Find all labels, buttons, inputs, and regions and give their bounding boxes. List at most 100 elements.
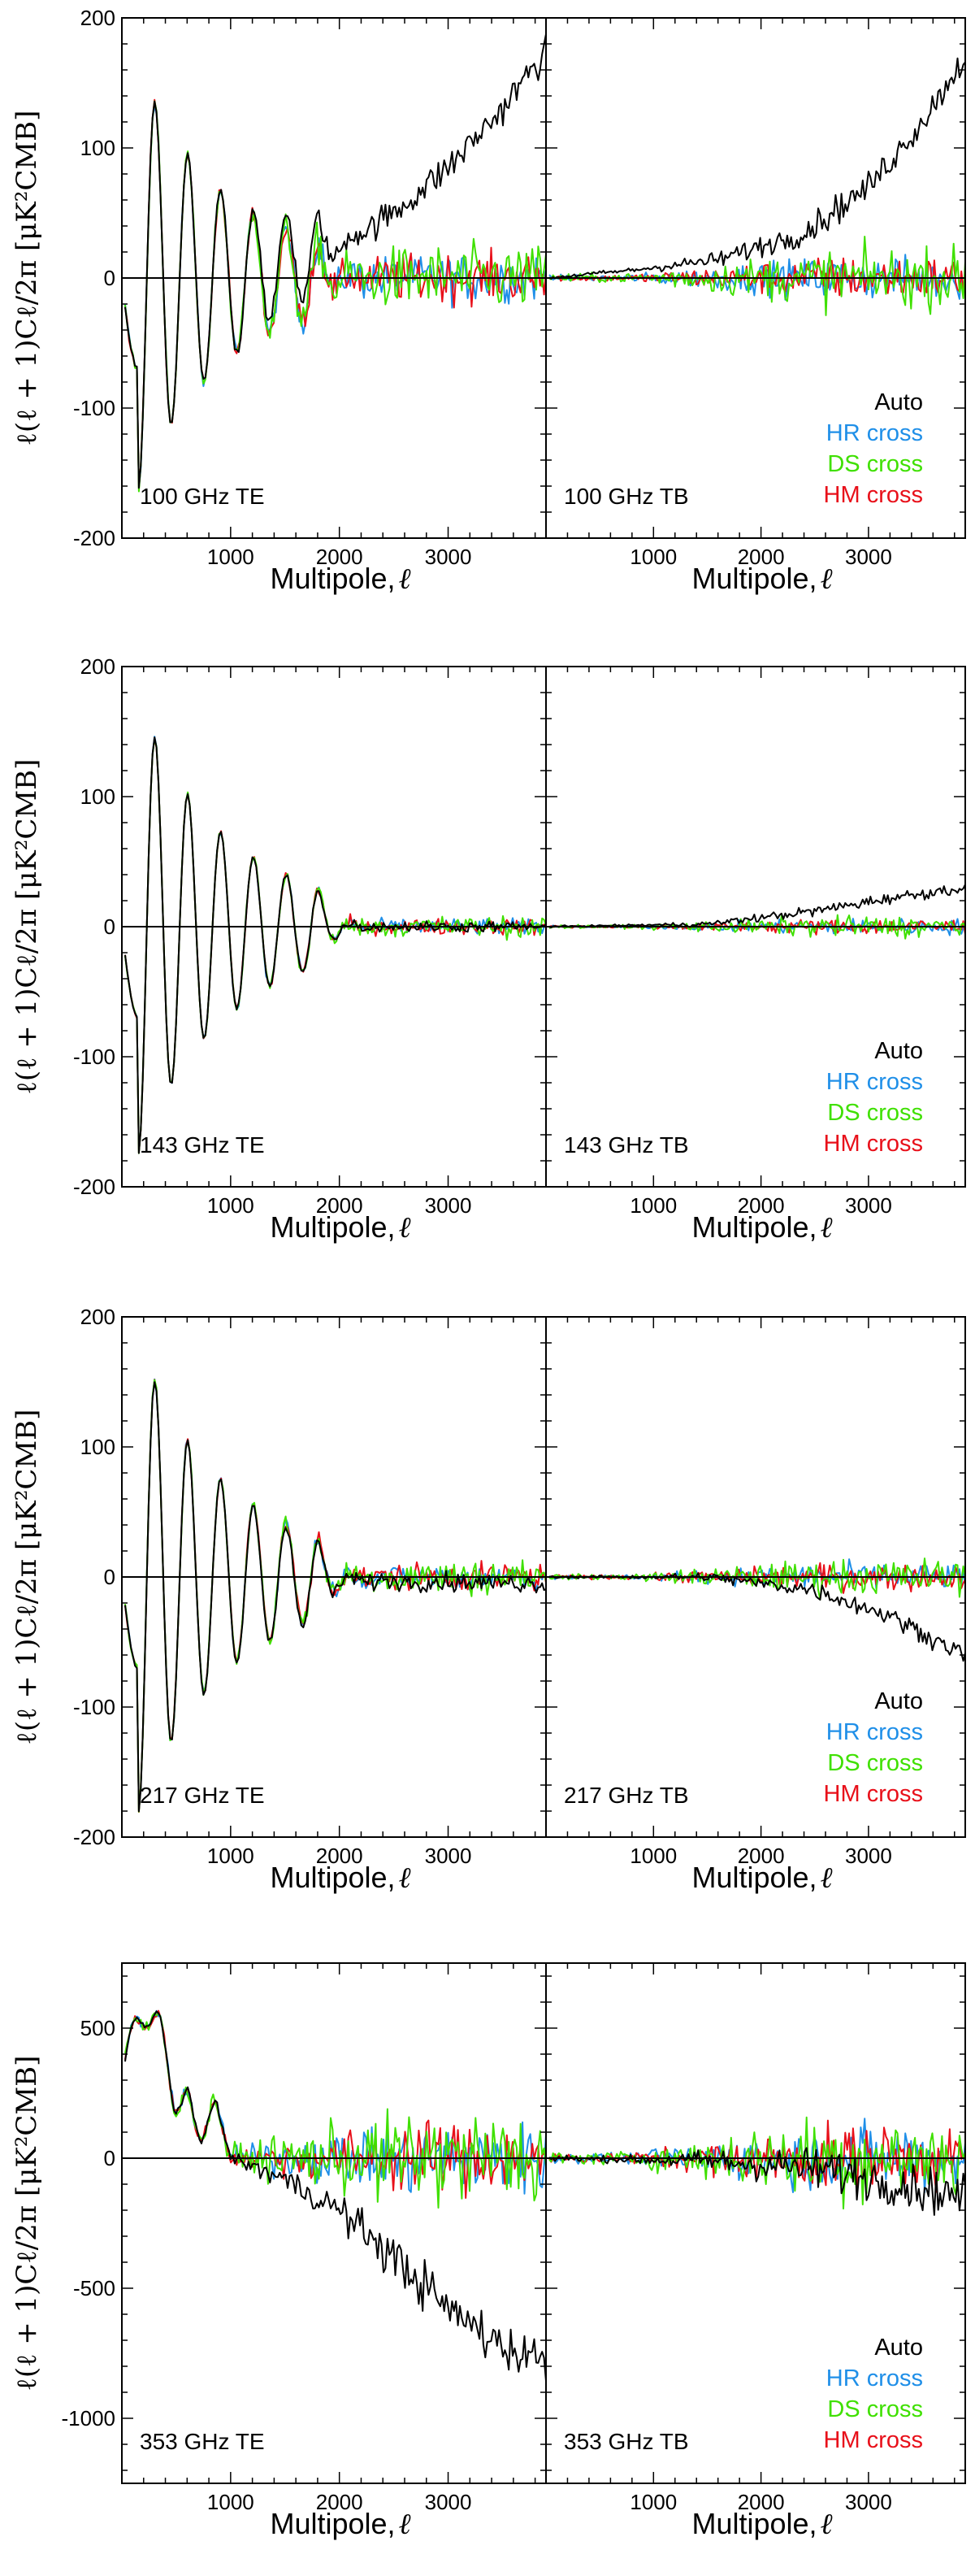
- panel-label: 217 GHz TE: [140, 1783, 265, 1808]
- legend-entry-ds-cross: DS cross: [827, 1750, 923, 1776]
- x-tick-label: 1000: [207, 545, 254, 569]
- legend: Auto HR cross DS cross HM cross: [824, 2335, 923, 2453]
- x-tick-label: 1000: [630, 545, 677, 569]
- y-tick-label: -200: [73, 1175, 115, 1199]
- y-tick-label: 0: [104, 1565, 115, 1589]
- panel-label: 100 GHz TB: [564, 484, 689, 509]
- y-tick-label: 500: [80, 2016, 115, 2040]
- x-tick-label: 3000: [425, 1193, 472, 1218]
- x-axis-label: Multipole, ℓ: [270, 562, 410, 596]
- plot-area: [124, 2009, 546, 2382]
- y-axis-label: ℓ(ℓ + 1)Cℓ/2π [μK²CMB]: [11, 1410, 43, 1745]
- chart-panel-353-ghz-tb: 1000 2000 3000 Multipole, ℓ 353 GHz TB Auto HR …: [545, 1962, 966, 2541]
- y-tick-label: 0: [104, 914, 115, 939]
- panel-label: 143 GHz TB: [564, 1132, 689, 1158]
- y-tick-label: -1000: [62, 2406, 116, 2430]
- legend-entry-ds-cross: DS cross: [827, 2396, 923, 2422]
- x-tick-label: 2000: [738, 1193, 785, 1218]
- x-tick-label: 2000: [738, 1844, 785, 1868]
- plot-area: [124, 33, 546, 493]
- legend: Auto HR cross DS cross HM cross: [824, 1688, 923, 1807]
- x-axis-label: Multipole, ℓ: [691, 1861, 832, 1895]
- y-tick-label: 200: [80, 1305, 115, 1329]
- panel-label: 143 GHz TE: [140, 1132, 265, 1158]
- x-tick-label: 2000: [738, 545, 785, 569]
- y-axis-label: ℓ(ℓ + 1)Cℓ/2π [μK²CMB]: [11, 759, 43, 1095]
- x-tick-label: 3000: [425, 545, 472, 569]
- y-axis-label: ℓ(ℓ + 1)Cℓ/2π [μK²CMB]: [11, 2056, 43, 2391]
- x-axis-label: Multipole, ℓ: [691, 562, 832, 596]
- y-tick-label: 200: [80, 654, 115, 679]
- x-tick-label: 3000: [425, 1844, 472, 1868]
- y-tick-label: 100: [80, 784, 115, 809]
- y-tick-label: 0: [104, 2146, 115, 2170]
- legend-entry-auto: Auto: [874, 389, 923, 415]
- legend-entry-hr-cross: HR cross: [826, 2365, 923, 2391]
- legend-entry-hr-cross: HR cross: [826, 420, 923, 446]
- chart-panel-100-ghz-tb: 1000 2000 3000 Multipole, ℓ 100 GHz TB Auto HR …: [545, 17, 966, 596]
- legend-entry-hr-cross: HR cross: [826, 1069, 923, 1095]
- panel-label: 217 GHz TB: [564, 1783, 689, 1808]
- y-tick-label: -500: [73, 2276, 115, 2300]
- x-tick-label: 1000: [207, 1193, 254, 1218]
- y-tick-label: 200: [80, 6, 115, 30]
- series-line-ds-cross: [548, 236, 965, 316]
- x-tick-label: 1000: [630, 1844, 677, 1868]
- chart-panel-143-ghz-tb: 1000 2000 3000 Multipole, ℓ 143 GHz TB Auto HR …: [545, 666, 966, 1245]
- x-axis-label: Multipole, ℓ: [691, 1210, 832, 1245]
- x-axis-label: Multipole, ℓ: [270, 2507, 410, 2541]
- y-tick-label: -100: [73, 396, 115, 420]
- chart-panel-217-ghz-te: 1000 2000 3000 Multipole, ℓ -200 -100 0 100 200 ℓ(…: [11, 1305, 547, 1895]
- x-tick-label: 1000: [630, 1193, 677, 1218]
- x-tick-label: 2000: [316, 2490, 363, 2514]
- legend-entry-hr-cross: HR cross: [826, 1719, 923, 1745]
- x-axis-label: Multipole, ℓ: [691, 2507, 832, 2541]
- x-tick-label: 1000: [207, 1844, 254, 1868]
- x-tick-label: 2000: [316, 545, 363, 569]
- x-tick-label: 3000: [425, 2490, 472, 2514]
- x-axis-label: Multipole, ℓ: [270, 1210, 410, 1245]
- series-line-auto: [124, 33, 546, 489]
- chart-panel-217-ghz-tb: 1000 2000 3000 Multipole, ℓ 217 GHz TB Auto HR …: [545, 1316, 966, 1895]
- legend: Auto HR cross DS cross HM cross: [824, 1038, 923, 1157]
- panel-label: 100 GHz TE: [140, 484, 265, 509]
- series-line-auto: [548, 1572, 965, 1662]
- x-tick-label: 3000: [845, 2490, 892, 2514]
- y-tick-label: 100: [80, 1435, 115, 1459]
- series-line-ds-cross: [548, 2116, 965, 2210]
- series-line-ds-cross: [548, 1557, 965, 1601]
- legend-entry-hm-cross: HM cross: [824, 1131, 923, 1157]
- x-tick-label: 1000: [207, 2490, 254, 2514]
- series-line-ds-cross: [124, 100, 546, 493]
- series-line-auto: [124, 736, 546, 1154]
- panel-label: 353 GHz TB: [564, 2429, 689, 2454]
- plot-area: [548, 1557, 965, 1662]
- plot-area: [548, 2116, 965, 2216]
- x-tick-label: 3000: [845, 545, 892, 569]
- chart-panel-353-ghz-te: 1000 2000 3000 Multipole, ℓ -1000 -500 0 500 ℓ(ℓ …: [11, 1962, 547, 2541]
- y-tick-label: 100: [80, 136, 115, 160]
- legend-entry-ds-cross: DS cross: [827, 1100, 923, 1126]
- legend-entry-hm-cross: HM cross: [824, 2427, 923, 2453]
- x-tick-label: 2000: [316, 1193, 363, 1218]
- panel-frame: [121, 1962, 547, 2484]
- y-tick-label: 0: [104, 266, 115, 290]
- legend-entry-hm-cross: HM cross: [824, 482, 923, 508]
- series-line-auto: [548, 2147, 965, 2216]
- y-tick-label: -100: [73, 1695, 115, 1719]
- y-tick-label: -200: [73, 526, 115, 550]
- chart-panel-143-ghz-te: 1000 2000 3000 Multipole, ℓ -200 -100 0 100 200 ℓ(…: [11, 654, 547, 1245]
- series-line-auto: [124, 1381, 546, 1813]
- x-tick-label: 1000: [630, 2490, 677, 2514]
- panel-label: 353 GHz TE: [140, 2429, 265, 2454]
- plot-area: [548, 884, 965, 940]
- y-axis-label: ℓ(ℓ + 1)Cℓ/2π [μK²CMB]: [11, 111, 43, 446]
- legend: Auto HR cross DS cross HM cross: [824, 389, 923, 508]
- panel-frame: [545, 1962, 966, 2484]
- legend-entry-auto: Auto: [874, 1038, 923, 1064]
- series-line-auto: [548, 884, 965, 929]
- legend-entry-auto: Auto: [874, 2335, 923, 2361]
- series-line-auto: [548, 57, 965, 280]
- y-tick-label: -100: [73, 1045, 115, 1069]
